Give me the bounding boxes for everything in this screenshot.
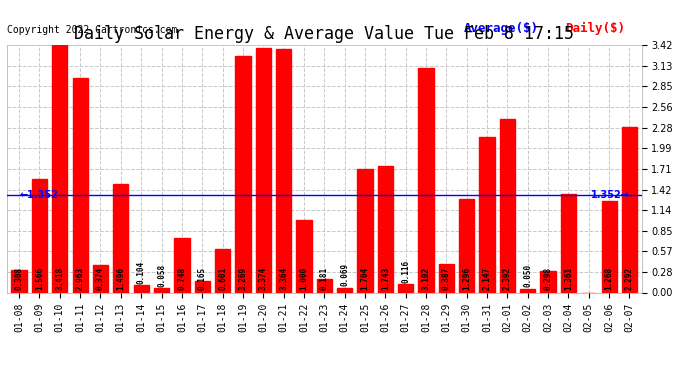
Bar [195, 280, 210, 292]
Bar [93, 266, 108, 292]
Text: 3.102: 3.102 [422, 267, 431, 290]
Bar [12, 270, 27, 292]
Text: 1.704: 1.704 [360, 267, 369, 290]
Bar [296, 220, 312, 292]
Text: 0.104: 0.104 [137, 260, 146, 284]
Text: 1.496: 1.496 [117, 267, 126, 290]
Bar [398, 284, 413, 292]
Bar [317, 279, 332, 292]
Bar [175, 238, 190, 292]
Text: 0.601: 0.601 [218, 267, 227, 290]
Text: 0.748: 0.748 [177, 267, 186, 290]
Bar [622, 127, 637, 292]
Text: 3.418: 3.418 [55, 267, 64, 290]
Bar [337, 288, 353, 292]
Text: 1.296: 1.296 [462, 267, 471, 290]
Bar [154, 288, 169, 292]
Bar [52, 45, 68, 292]
Bar [561, 194, 576, 292]
Text: Copyright 2022 Cartronics.com: Copyright 2022 Cartronics.com [7, 25, 177, 35]
Text: 2.292: 2.292 [625, 267, 634, 290]
Text: 1.352→: 1.352→ [591, 190, 629, 200]
Text: 0.050: 0.050 [523, 264, 532, 287]
Text: 0.308: 0.308 [14, 267, 23, 290]
Bar [357, 169, 373, 292]
Bar [32, 179, 47, 292]
Bar [540, 271, 555, 292]
Text: 2.147: 2.147 [482, 267, 491, 290]
Text: 1.268: 1.268 [604, 267, 613, 290]
Bar [459, 199, 474, 292]
Bar [520, 289, 535, 292]
Bar [255, 48, 271, 292]
Bar [72, 78, 88, 292]
Bar [480, 137, 495, 292]
Text: 0.181: 0.181 [319, 267, 329, 290]
Bar [113, 184, 128, 292]
Bar [602, 201, 617, 292]
Text: Daily($): Daily($) [566, 22, 626, 35]
Text: 1.743: 1.743 [381, 267, 390, 290]
Text: 0.298: 0.298 [544, 267, 553, 290]
Text: 1.361: 1.361 [564, 267, 573, 290]
Bar [235, 56, 250, 292]
Text: Average($): Average($) [464, 22, 539, 35]
Text: 0.116: 0.116 [401, 260, 410, 283]
Text: 0.058: 0.058 [157, 264, 166, 287]
Text: 2.963: 2.963 [76, 267, 85, 290]
Text: 1.000: 1.000 [299, 267, 308, 290]
Bar [418, 68, 433, 292]
Text: ←1.352: ←1.352 [19, 190, 58, 200]
Text: 0.069: 0.069 [340, 263, 349, 286]
Text: 3.269: 3.269 [239, 267, 248, 290]
Bar [276, 49, 291, 292]
Text: 0.165: 0.165 [198, 267, 207, 290]
Text: 0.374: 0.374 [96, 267, 105, 290]
Text: 0.387: 0.387 [442, 267, 451, 290]
Bar [439, 264, 454, 292]
Text: 2.392: 2.392 [503, 267, 512, 290]
Bar [500, 119, 515, 292]
Text: 3.374: 3.374 [259, 267, 268, 290]
Title: Daily Solar Energy & Average Value Tue Feb 8 17:15: Daily Solar Energy & Average Value Tue F… [75, 26, 574, 44]
Bar [134, 285, 149, 292]
Text: 3.364: 3.364 [279, 267, 288, 290]
Text: 1.566: 1.566 [35, 267, 44, 290]
Bar [215, 249, 230, 292]
Bar [377, 166, 393, 292]
